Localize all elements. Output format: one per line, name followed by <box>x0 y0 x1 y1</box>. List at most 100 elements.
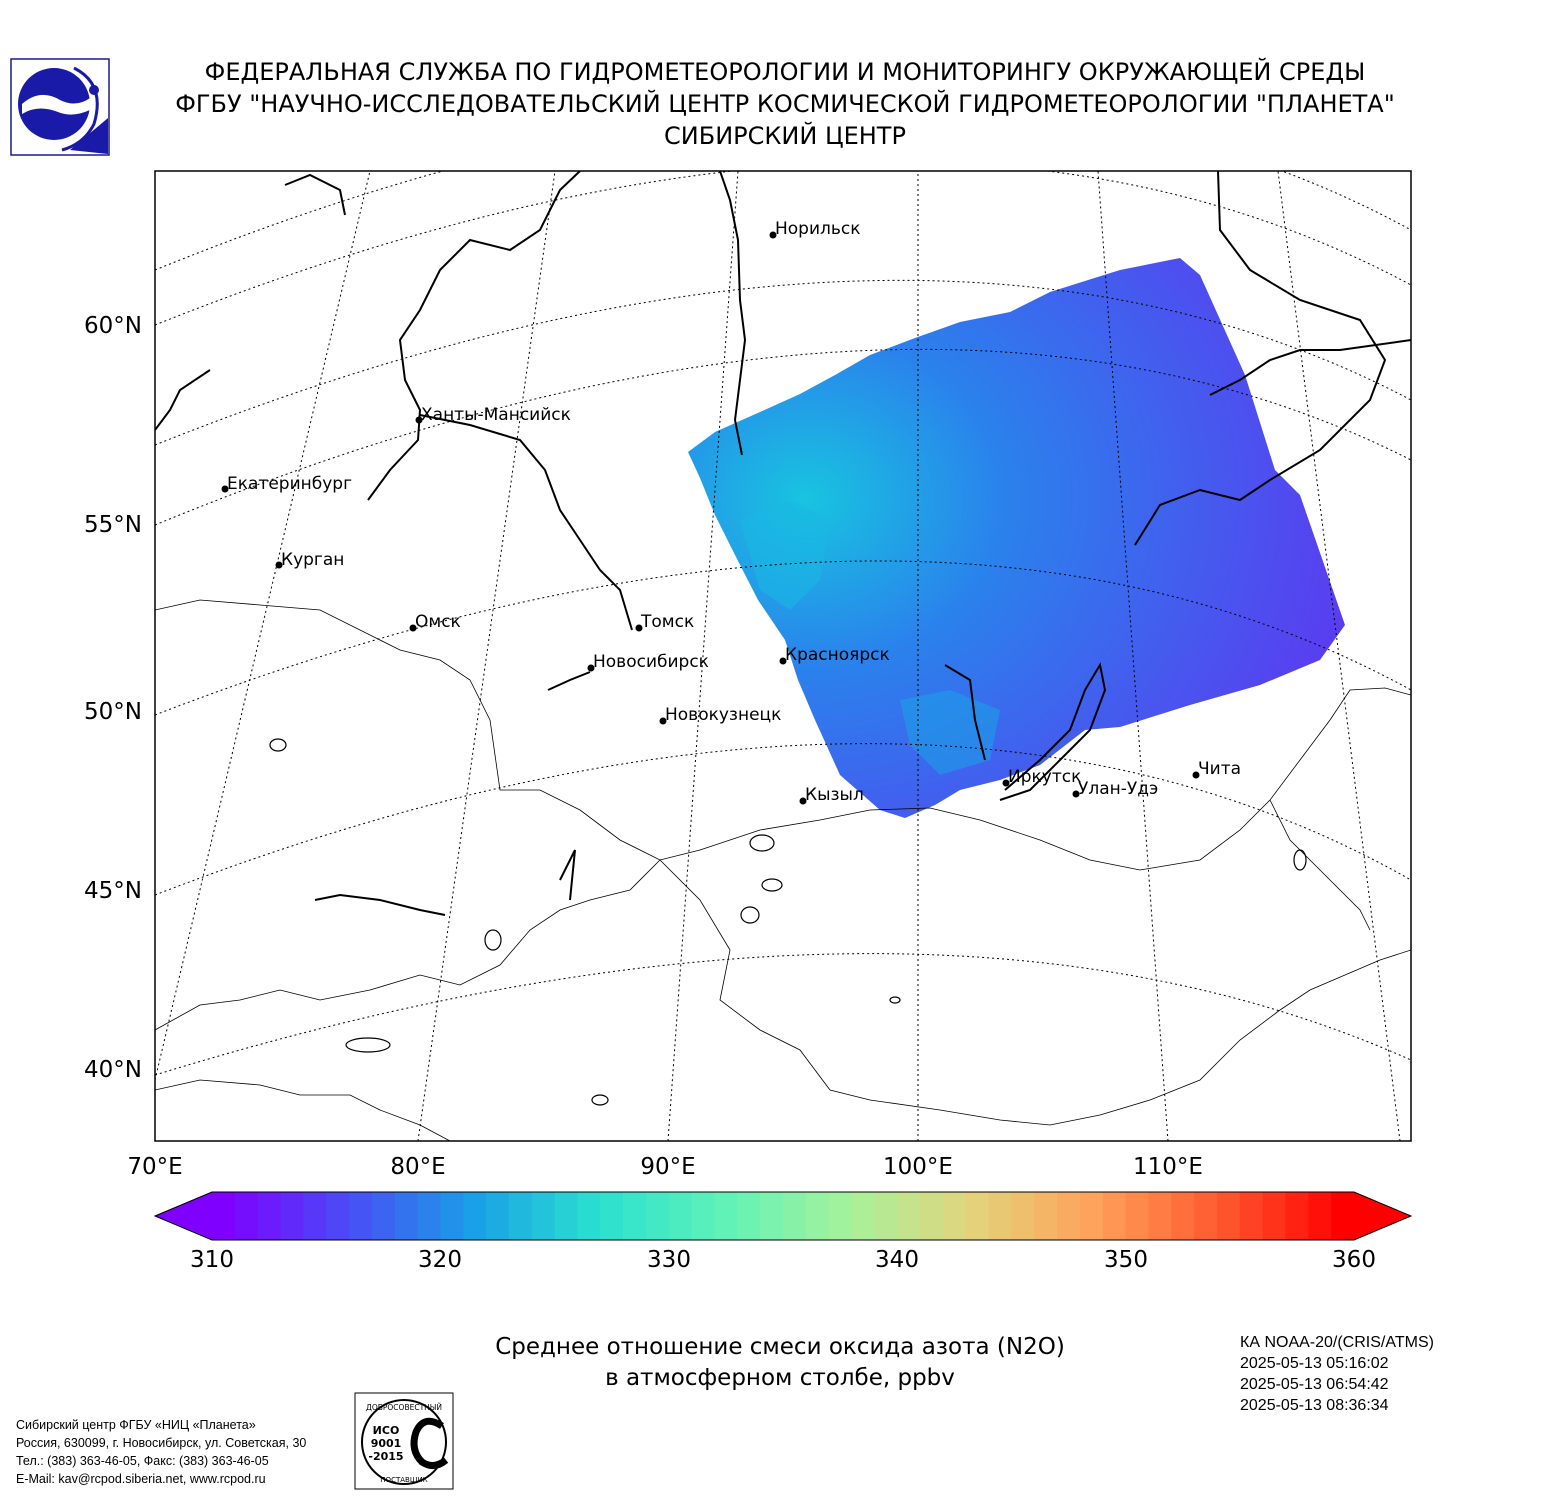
colorbar-cell <box>668 1192 693 1240</box>
colorbar-cell <box>577 1192 601 1240</box>
caption-line-1: Среднее отношение смеси оксида азота (N2… <box>495 1334 1065 1360</box>
planeta-logo <box>10 58 110 156</box>
colorbar-outline <box>153 1191 1413 1241</box>
lat-label: 60°N <box>84 313 142 339</box>
colorbar-tick-label: 310 <box>190 1247 234 1273</box>
svg-text:9001: 9001 <box>371 1437 402 1450</box>
header-line-1: ФЕДЕРАЛЬНАЯ СЛУЖБА ПО ГИДРОМЕТЕОРОЛОГИИ … <box>204 58 1366 86</box>
colorbar-tick-labels: 310 320 330 340 350 360 <box>190 1247 1376 1273</box>
colorbar-tick-label: 360 <box>1332 1247 1376 1273</box>
colorbar-cell <box>783 1192 807 1240</box>
colorbar-high-extend <box>1354 1192 1411 1240</box>
pass-time: 2025-05-13 08:36:34 <box>1240 1397 1389 1414</box>
colorbar-cell <box>600 1192 624 1240</box>
city-label: Ханты-Мансийск <box>421 405 571 425</box>
colorbar-cell <box>965 1192 990 1240</box>
lon-label: 110°E <box>1133 1154 1203 1180</box>
colorbar-cell <box>874 1192 898 1240</box>
colorbar-low-extend <box>155 1192 212 1240</box>
city-dot <box>769 231 777 239</box>
map-caption: Среднее отношение смеси оксида азота (N2… <box>400 1332 1160 1394</box>
city-dot <box>1002 779 1010 787</box>
colorbar-cell <box>714 1192 738 1240</box>
colorbar-cell <box>1034 1192 1058 1240</box>
city-label: Улан-Удэ <box>1078 779 1158 799</box>
colorbar-cell <box>828 1192 853 1240</box>
city-label: Новокузнецк <box>665 705 781 725</box>
pass-time: 2025-05-13 05:16:02 <box>1240 1355 1389 1372</box>
lon-label: 90°E <box>640 1154 695 1180</box>
colorbar-cell <box>303 1192 327 1240</box>
header-line-3: СИБИРСКИЙ ЦЕНТР <box>664 122 906 150</box>
colorbar-cell <box>1125 1192 1150 1240</box>
satellite-info: КА NOAA-20/(CRIS/ATMS) 2025-05-13 05:16:… <box>1240 1332 1434 1416</box>
colorbar-cell <box>463 1192 487 1240</box>
colorbar-cell <box>440 1192 464 1240</box>
colorbar-tick-label: 340 <box>875 1247 919 1273</box>
colorbar-cell <box>1331 1192 1355 1240</box>
colorbar-cell <box>897 1192 921 1240</box>
iso-9001-badge: ДОБРОСОВЕСТНЫЙ ИСО 9001 -2015 ПОСТАВЩИК <box>354 1392 454 1490</box>
instrument-label: КА NOAA-20/(CRIS/ATMS) <box>1240 1334 1434 1351</box>
lakes <box>269 738 1307 1106</box>
city-dot <box>1072 790 1080 798</box>
svg-text:ДОБРОСОВЕСТНЫЙ: ДОБРОСОВЕСТНЫЙ <box>366 1403 442 1412</box>
colorbar-cell <box>1262 1192 1287 1240</box>
lat-label: 55°N <box>84 512 142 538</box>
colorbar-cell <box>417 1192 441 1240</box>
colorbar-cell <box>531 1192 556 1240</box>
graticule-latitudes <box>155 171 1411 1076</box>
colorbar-cell <box>988 1192 1012 1240</box>
contact-line: Россия, 630099, г. Новосибирск, ул. Сове… <box>16 1436 307 1450</box>
contact-line: Сибирский центр ФГБУ «НИЦ «Планета» <box>16 1418 256 1432</box>
colorbar-cell <box>1216 1192 1241 1240</box>
colorbar-cell <box>554 1192 579 1240</box>
colorbar-cell <box>1285 1192 1309 1240</box>
latitude-labels: 60°N 55°N 50°N 45°N 40°N <box>84 313 142 1083</box>
city-dot <box>275 561 283 569</box>
city-label: Красноярск <box>785 645 890 665</box>
city-markers <box>221 231 1200 805</box>
rivers <box>155 171 1411 916</box>
city-labels: Норильск Ханты-Мансийск Екатеринбург Кур… <box>227 219 1241 805</box>
city-dot <box>635 624 643 632</box>
graticule-meridians <box>155 171 1401 1141</box>
svg-text:ПОСТАВЩИК: ПОСТАВЩИК <box>380 1476 427 1484</box>
colorbar-cell <box>623 1192 647 1240</box>
city-label: Курган <box>281 550 344 570</box>
city-label: Чита <box>1198 759 1241 779</box>
city-dot <box>415 416 423 424</box>
colorbar-cell <box>1308 1192 1332 1240</box>
colorbar-cell <box>257 1192 282 1240</box>
city-dot <box>409 624 417 632</box>
city-label: Екатеринбург <box>227 474 352 494</box>
city-dot <box>587 664 595 672</box>
contact-line: E-Mail: kav@rcpod.siberia.net, www.rcpod… <box>16 1472 266 1486</box>
colorbar-tick-label: 320 <box>418 1247 462 1273</box>
colorbar-cell <box>1239 1192 1264 1240</box>
city-dot <box>799 797 807 805</box>
city-label: Омск <box>415 612 461 632</box>
colorbar-cell <box>1171 1192 1195 1240</box>
borders <box>155 599 1411 1141</box>
lat-label: 40°N <box>84 1057 142 1083</box>
colorbar-cell <box>1057 1192 1081 1240</box>
city-dot <box>659 717 667 725</box>
colorbar-cell <box>737 1192 761 1240</box>
colorbar-cell <box>349 1192 373 1240</box>
colorbar-cell <box>942 1192 967 1240</box>
colorbar-cell <box>760 1192 784 1240</box>
longitude-labels: 70°E 80°E 90°E 100°E 110°E <box>127 1154 1203 1180</box>
colorbar-cell <box>1148 1192 1172 1240</box>
caption-line-2: в атмосферном столбе, ppbv <box>605 1365 955 1391</box>
lon-label: 70°E <box>127 1154 182 1180</box>
svg-text:ИСО: ИСО <box>373 1424 400 1437</box>
colorbar-cell <box>1102 1192 1127 1240</box>
contact-info: Сибирский центр ФГБУ «НИЦ «Планета» Росс… <box>16 1416 306 1488</box>
colorbar-cell <box>508 1192 533 1240</box>
colorbar-cells <box>212 1192 1355 1240</box>
city-dot <box>779 657 787 665</box>
colorbar-cell <box>1011 1192 1035 1240</box>
map-area <box>155 171 1411 1141</box>
